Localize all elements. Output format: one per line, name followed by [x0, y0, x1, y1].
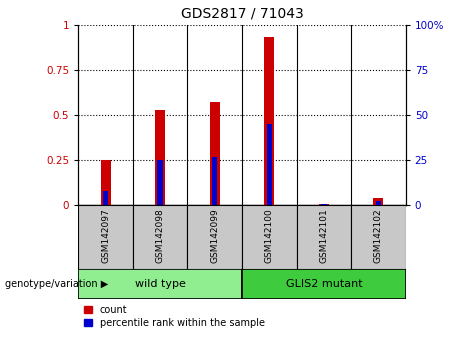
Text: GLIS2 mutant: GLIS2 mutant [285, 279, 362, 289]
Bar [103, 191, 108, 205]
Bar [319, 204, 329, 205]
Text: GSM142098: GSM142098 [156, 209, 165, 263]
Text: GSM142097: GSM142097 [101, 209, 110, 263]
Bar [296, 205, 351, 269]
Bar [212, 156, 218, 205]
Bar [373, 198, 383, 205]
Bar [188, 205, 242, 269]
Bar [210, 102, 219, 205]
Text: GSM142102: GSM142102 [374, 209, 383, 263]
Bar [242, 205, 296, 269]
Legend: count, percentile rank within the sample: count, percentile rank within the sample [83, 304, 266, 329]
Bar [376, 201, 381, 205]
Bar [78, 205, 133, 269]
Bar [158, 160, 163, 205]
Bar [351, 205, 406, 269]
Bar [265, 38, 274, 205]
Bar [133, 205, 188, 269]
Bar [321, 204, 326, 205]
Text: genotype/variation ▶: genotype/variation ▶ [5, 279, 108, 289]
Text: GSM142099: GSM142099 [210, 209, 219, 263]
Bar [78, 269, 242, 299]
Bar [155, 110, 165, 205]
Text: GSM142100: GSM142100 [265, 209, 274, 263]
Bar [242, 269, 406, 299]
Title: GDS2817 / 71043: GDS2817 / 71043 [181, 7, 303, 21]
Bar [101, 160, 111, 205]
Text: wild type: wild type [135, 279, 186, 289]
Bar [266, 124, 272, 205]
Text: GSM142101: GSM142101 [319, 209, 328, 263]
